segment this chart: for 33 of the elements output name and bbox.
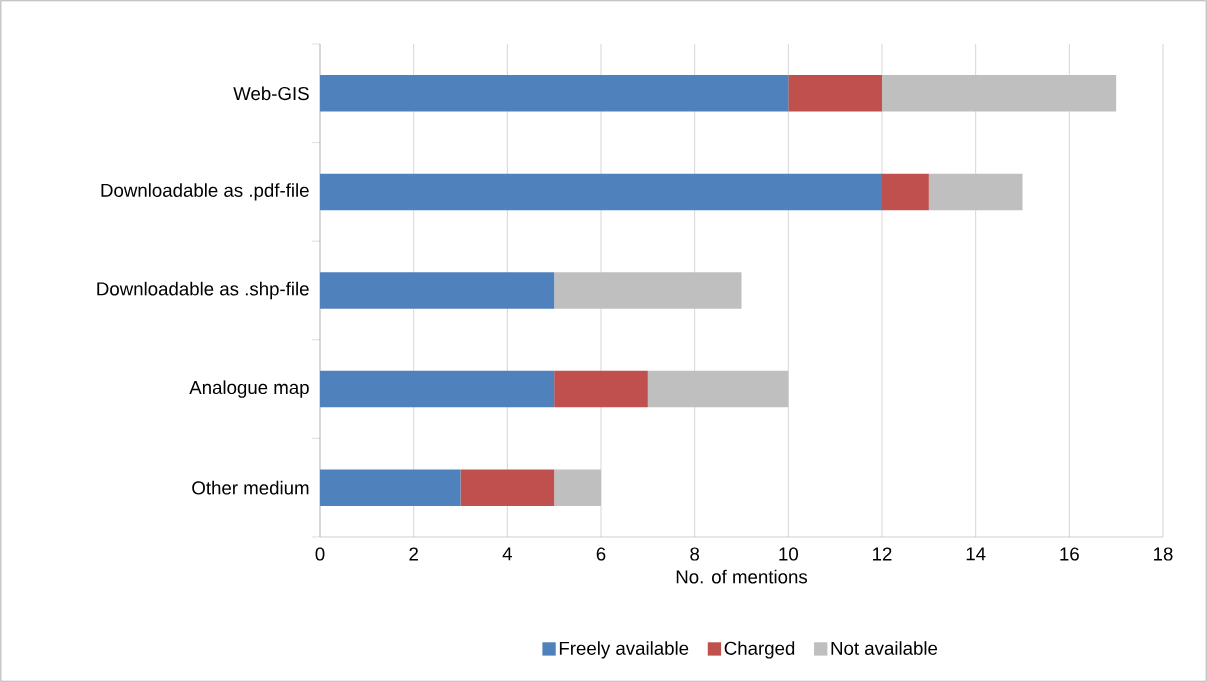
x-tick-label: 8	[690, 547, 700, 561]
bar	[320, 173, 882, 211]
x-tick-label: 0	[315, 547, 325, 561]
bar	[788, 75, 882, 112]
legend-label: Charged	[724, 641, 795, 659]
bar	[647, 370, 789, 408]
x-tick-label: 2	[409, 547, 418, 561]
x-tick-label: 4	[502, 547, 512, 561]
y-tick-label: Other medium	[192, 480, 309, 495]
bar	[554, 469, 601, 506]
y-tick-label: Downloadable as .shp-file	[97, 281, 309, 300]
x-axis-title: No. of mentions	[676, 569, 808, 584]
bar	[320, 370, 555, 408]
bar	[460, 469, 555, 506]
x-tick-label: 6	[596, 547, 606, 561]
bar	[554, 370, 648, 408]
y-tick-label: Web-GIS	[233, 86, 309, 101]
bar	[554, 272, 742, 309]
bar	[320, 272, 555, 309]
x-tick-label: 12	[873, 547, 892, 561]
y-tick-label: Analogue map	[189, 380, 309, 398]
x-tick-label: 14	[966, 547, 986, 561]
bar	[882, 75, 1117, 112]
bar	[320, 469, 461, 506]
x-tick-label: 16	[1060, 547, 1079, 561]
legend-label: Not available	[831, 641, 938, 655]
y-tick-label: Downloadable as .pdf-file	[101, 183, 309, 201]
x-tick-label: 10	[779, 547, 798, 561]
bar	[928, 173, 1023, 211]
bar	[882, 173, 929, 211]
x-tick-label: 18	[1154, 547, 1173, 561]
legend-label: Freely available	[559, 641, 689, 659]
bar	[320, 75, 789, 112]
